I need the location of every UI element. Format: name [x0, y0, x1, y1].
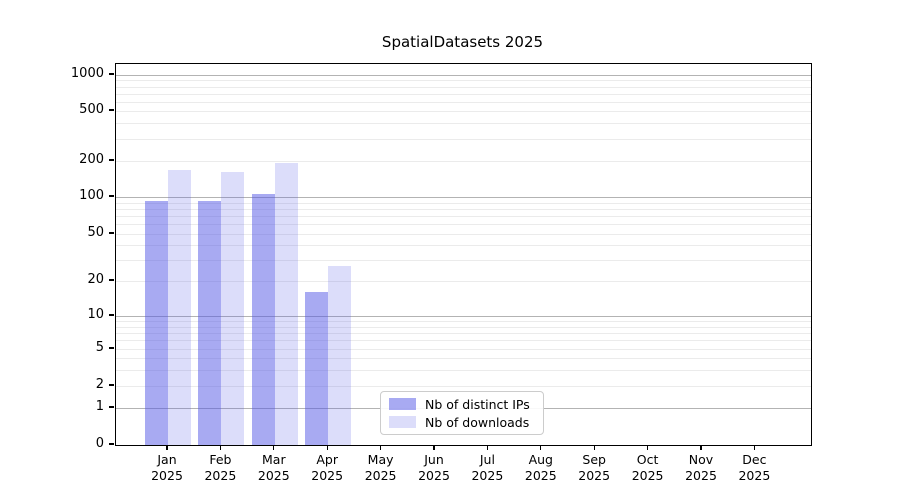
y-tick-label: 1: [95, 399, 104, 414]
plot-area: Nb of distinct IPs Nb of downloads: [115, 63, 812, 446]
minor-gridline: [116, 138, 811, 140]
y-tick-label: 500: [79, 102, 104, 117]
minor-gridline: [116, 348, 811, 350]
x-tick-mark: [433, 445, 435, 450]
y-tick-mark: [109, 406, 114, 408]
chart-title: SpatialDatasets 2025: [381, 33, 544, 51]
minor-gridline: [116, 332, 811, 334]
bar-distinct-ips: [305, 292, 329, 445]
major-gridline: [116, 75, 811, 76]
minor-gridline: [116, 369, 811, 371]
minor-gridline: [116, 86, 811, 88]
x-tick-mark: [593, 445, 595, 450]
bar-downloads: [221, 171, 245, 445]
minor-gridline: [116, 101, 811, 103]
x-tick-label: Feb 2025: [204, 452, 237, 483]
x-tick-label: Mar 2025: [257, 452, 290, 483]
gridlines-layer: [116, 64, 811, 445]
minor-gridline: [116, 321, 811, 322]
y-tick-mark: [109, 443, 114, 445]
y-tick-label: 5: [95, 339, 104, 355]
x-tick-mark: [753, 445, 755, 450]
minor-gridline: [116, 224, 811, 226]
minor-gridline: [116, 326, 811, 328]
legend-swatch-downloads: [389, 416, 416, 428]
major-gridline: [116, 197, 811, 198]
bar-downloads: [168, 170, 191, 445]
bar-downloads: [328, 265, 352, 445]
y-tick-mark: [109, 159, 114, 161]
x-tick-mark: [219, 445, 221, 450]
y-tick-mark: [109, 347, 114, 349]
legend-swatch-distinct-ips: [389, 398, 416, 410]
legend-item-distinct-ips: Nb of distinct IPs: [389, 397, 535, 412]
y-tick-label: 0: [95, 436, 104, 451]
y-tick-label: 1000: [70, 66, 104, 81]
bar-distinct-ips: [198, 201, 222, 445]
x-tick-mark: [700, 445, 702, 450]
x-tick-mark: [486, 445, 488, 450]
minor-gridline: [116, 385, 811, 387]
y-tick-label: 20: [87, 272, 104, 288]
x-tick-label: Nov 2025: [685, 452, 717, 483]
x-tick-label: Jan 2025: [151, 452, 183, 483]
y-tick-label: 2: [95, 376, 104, 392]
y-tick-mark: [109, 109, 114, 111]
x-tick-mark: [166, 445, 168, 450]
minor-gridline: [116, 111, 811, 112]
bars-layer: [116, 64, 811, 445]
y-tick-mark: [109, 314, 114, 316]
y-tick-mark: [109, 73, 114, 75]
minor-gridline: [116, 202, 811, 204]
major-gridline: [116, 315, 811, 317]
x-tick-label: Oct 2025: [631, 452, 664, 483]
x-tick-mark: [273, 445, 275, 450]
y-tick-label: 50: [87, 225, 104, 240]
minor-gridline: [116, 281, 811, 283]
minor-gridline: [116, 80, 811, 82]
x-tick-mark: [380, 445, 382, 450]
x-tick-label: Sep 2025: [578, 452, 611, 483]
y-tick-mark: [109, 195, 114, 197]
x-tick-label: Jul 2025: [471, 452, 504, 483]
minor-gridline: [116, 260, 811, 262]
x-tick-label: Jun 2025: [418, 452, 450, 483]
minor-gridline: [116, 340, 811, 342]
minor-gridline: [116, 216, 811, 218]
y-tick-label: 200: [79, 152, 104, 167]
legend-label-distinct-ips: Nb of distinct IPs: [425, 396, 530, 412]
bar-distinct-ips: [145, 200, 168, 445]
x-tick-mark: [540, 445, 542, 450]
y-tick-mark: [109, 232, 114, 234]
minor-gridline: [116, 245, 811, 247]
legend: Nb of distinct IPs Nb of downloads: [380, 391, 544, 435]
minor-gridline: [116, 161, 811, 162]
minor-gridline: [116, 357, 811, 359]
y-tick-mark: [109, 279, 114, 281]
legend-label-downloads: Nb of downloads: [425, 414, 530, 430]
y-tick-label: 10: [87, 306, 104, 322]
x-tick-label: Apr 2025: [311, 452, 344, 483]
minor-gridline: [116, 123, 811, 125]
bar-distinct-ips: [251, 194, 275, 445]
y-tick-label: 100: [79, 188, 104, 203]
y-tick-mark: [109, 384, 114, 386]
x-tick-label: May 2025: [364, 452, 397, 483]
legend-item-downloads: Nb of downloads: [389, 415, 535, 430]
x-tick-mark: [647, 445, 649, 450]
x-tick-label: Aug 2025: [524, 452, 557, 483]
bar-downloads: [274, 162, 298, 445]
x-tick-mark: [326, 445, 328, 450]
x-tick-label: Dec 2025: [738, 452, 771, 483]
minor-gridline: [116, 208, 811, 210]
minor-gridline: [116, 234, 811, 235]
minor-gridline: [116, 93, 811, 95]
